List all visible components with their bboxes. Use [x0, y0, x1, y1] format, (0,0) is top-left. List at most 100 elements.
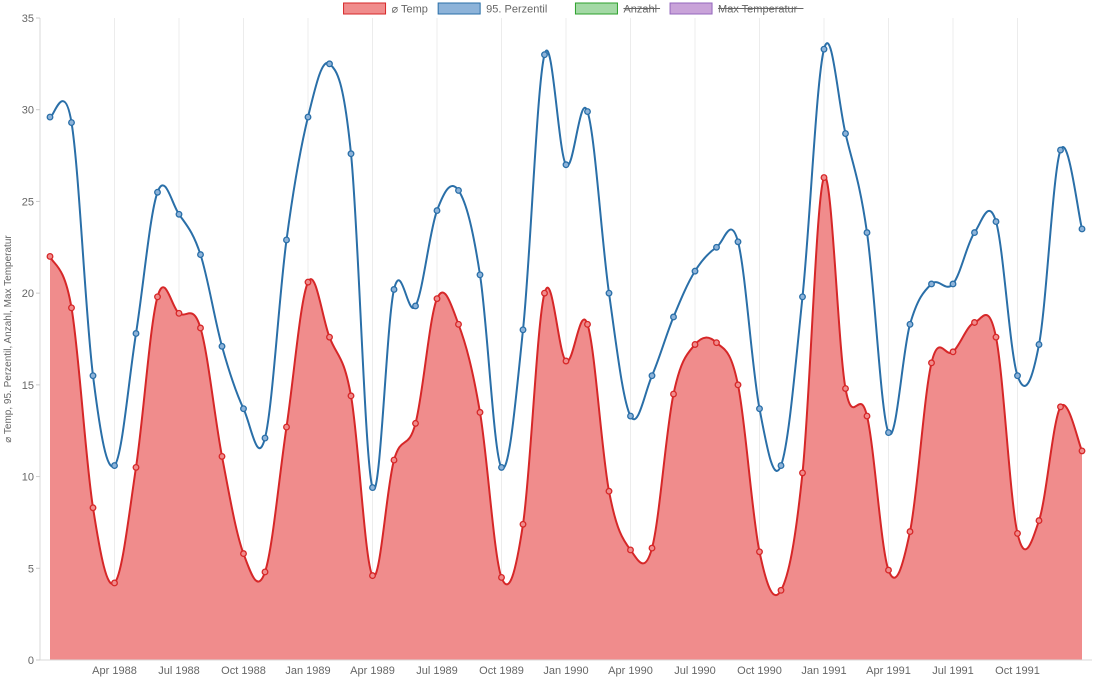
data-point-95-perzentil[interactable]	[89, 372, 97, 380]
data-point-temp[interactable]	[799, 469, 806, 477]
data-point-temp[interactable]	[928, 359, 935, 367]
data-point-95-perzentil[interactable]	[820, 45, 828, 53]
data-point-temp[interactable]	[197, 324, 204, 332]
data-point-95-perzentil[interactable]	[842, 130, 849, 138]
data-point-95-perzentil[interactable]	[304, 113, 312, 121]
data-point-temp[interactable]	[971, 319, 978, 326]
data-point-95-perzentil[interactable]	[691, 267, 699, 275]
data-point-95-perzentil[interactable]	[154, 188, 161, 196]
data-point-temp[interactable]	[175, 309, 183, 317]
data-point-temp[interactable]	[713, 339, 720, 347]
data-point-95-perzentil[interactable]	[433, 207, 441, 215]
data-point-95-perzentil[interactable]	[455, 186, 462, 194]
data-point-95-perzentil[interactable]	[713, 243, 720, 251]
data-point-95-perzentil[interactable]	[734, 238, 742, 246]
data-point-95-perzentil[interactable]	[1078, 225, 1086, 233]
data-point-95-perzentil[interactable]	[369, 484, 376, 492]
data-point-95-perzentil[interactable]	[347, 150, 355, 158]
data-point-temp[interactable]	[476, 408, 484, 416]
data-point-95-perzentil[interactable]	[1057, 146, 1064, 154]
data-point-temp[interactable]	[412, 419, 419, 427]
data-point-95-perzentil[interactable]	[132, 330, 140, 337]
data-point-95-perzentil[interactable]	[175, 210, 183, 218]
data-point-95-perzentil[interactable]	[605, 289, 613, 297]
data-point-temp[interactable]	[670, 390, 677, 398]
data-point-temp[interactable]	[240, 550, 247, 558]
data-point-95-perzentil[interactable]	[562, 161, 570, 169]
data-point-95-perzentil[interactable]	[756, 405, 763, 413]
data-point-temp[interactable]	[1078, 447, 1086, 455]
data-point-95-perzentil[interactable]	[1014, 372, 1021, 380]
data-point-95-perzentil[interactable]	[197, 251, 204, 259]
data-point-temp[interactable]	[691, 341, 699, 348]
data-point-temp[interactable]	[820, 174, 828, 182]
data-point-95-perzentil[interactable]	[648, 372, 656, 380]
data-point-95-perzentil[interactable]	[949, 280, 957, 288]
data-point-temp[interactable]	[777, 586, 785, 594]
data-point-temp[interactable]	[283, 423, 290, 431]
data-point-95-perzentil[interactable]	[111, 462, 118, 470]
data-point-temp[interactable]	[46, 253, 54, 260]
data-point-temp[interactable]	[261, 568, 269, 576]
data-point-temp[interactable]	[369, 572, 376, 580]
data-point-temp[interactable]	[519, 520, 527, 528]
data-point-95-perzentil[interactable]	[519, 326, 527, 334]
data-point-temp[interactable]	[218, 452, 226, 460]
data-point-95-perzentil[interactable]	[412, 302, 419, 310]
legend-item-95-perzentil[interactable]: 95. Perzentil	[437, 2, 547, 16]
data-point-95-perzentil[interactable]	[476, 271, 484, 279]
data-point-temp[interactable]	[906, 528, 914, 536]
legend-item-max-temperatur[interactable]: Max Temperatur	[669, 2, 804, 16]
data-point-temp[interactable]	[390, 456, 398, 464]
data-point-95-perzentil[interactable]	[885, 429, 892, 436]
data-point-95-perzentil[interactable]	[46, 113, 54, 121]
data-point-95-perzentil[interactable]	[971, 229, 978, 237]
legend-item-anzahl[interactable]: Anzahl	[574, 2, 661, 16]
data-point-temp[interactable]	[842, 385, 849, 392]
data-point-95-perzentil[interactable]	[928, 280, 935, 288]
data-point-temp[interactable]	[111, 579, 118, 587]
data-point-temp[interactable]	[648, 544, 656, 552]
data-point-temp[interactable]	[455, 320, 462, 328]
data-point-temp[interactable]	[734, 381, 742, 389]
data-point-95-perzentil[interactable]	[541, 51, 548, 59]
data-point-95-perzentil[interactable]	[498, 463, 505, 471]
data-point-95-perzentil[interactable]	[863, 229, 871, 237]
data-point-temp[interactable]	[992, 333, 1000, 341]
legend-item-temp[interactable]: ⌀ Temp	[343, 2, 428, 16]
data-point-95-perzentil[interactable]	[240, 405, 247, 413]
data-point-95-perzentil[interactable]	[584, 108, 591, 115]
data-point-95-perzentil[interactable]	[68, 119, 75, 127]
data-point-95-perzentil[interactable]	[627, 412, 634, 420]
data-point-temp[interactable]	[541, 289, 548, 297]
data-point-temp[interactable]	[68, 304, 75, 312]
data-point-temp[interactable]	[584, 320, 591, 328]
data-point-temp[interactable]	[433, 295, 441, 303]
data-point-temp[interactable]	[605, 487, 613, 495]
data-point-temp[interactable]	[132, 463, 140, 471]
data-point-95-perzentil[interactable]	[992, 218, 1000, 226]
data-point-temp[interactable]	[949, 348, 957, 356]
data-point-temp[interactable]	[1014, 529, 1021, 537]
data-point-95-perzentil[interactable]	[799, 293, 806, 301]
data-point-95-perzentil[interactable]	[390, 286, 398, 293]
data-point-95-perzentil[interactable]	[218, 342, 226, 350]
data-point-temp[interactable]	[863, 412, 871, 420]
data-point-temp[interactable]	[154, 293, 161, 301]
data-point-temp[interactable]	[562, 357, 570, 365]
data-point-temp[interactable]	[304, 278, 312, 286]
data-point-temp[interactable]	[627, 546, 634, 554]
data-point-95-perzentil[interactable]	[1035, 341, 1043, 348]
data-point-temp[interactable]	[498, 574, 505, 581]
data-point-temp[interactable]	[89, 504, 97, 512]
data-point-95-perzentil[interactable]	[670, 313, 677, 321]
data-point-temp[interactable]	[885, 566, 892, 574]
data-point-temp[interactable]	[1057, 403, 1064, 411]
data-point-95-perzentil[interactable]	[777, 462, 785, 470]
data-point-95-perzentil[interactable]	[283, 236, 290, 244]
data-point-95-perzentil[interactable]	[326, 60, 333, 68]
data-point-temp[interactable]	[1035, 517, 1043, 525]
data-point-95-perzentil[interactable]	[261, 434, 269, 442]
data-point-temp[interactable]	[756, 548, 763, 556]
data-point-95-perzentil[interactable]	[906, 320, 914, 328]
